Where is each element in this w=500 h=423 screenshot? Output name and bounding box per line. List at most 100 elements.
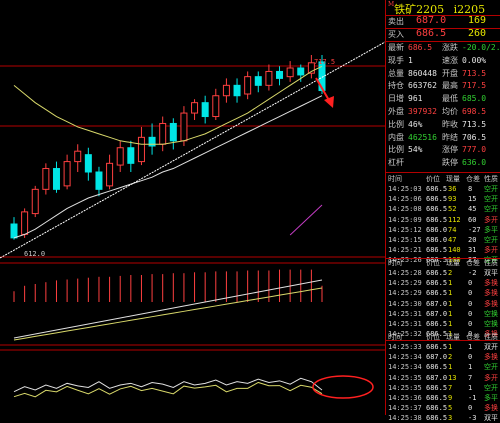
candle (307, 55, 315, 79)
divider (386, 258, 500, 259)
stats-row: 杠杆 跌停 636.0 (386, 158, 500, 169)
stats-cell: 昨结 (442, 132, 458, 142)
trade-row[interactable]: 14:25:31 687.0 1 0 空换 (386, 309, 500, 319)
sell-price: 687.0 (416, 15, 447, 26)
trade-row[interactable]: 14:25:06 686.5 93 15 空开 (386, 194, 500, 204)
candle (244, 71, 252, 100)
trade-cell: 多开 (484, 215, 498, 224)
sell-volume: 169 (468, 15, 487, 26)
trade-header-cell: 现量 (446, 259, 460, 267)
highlight-circle (312, 375, 374, 399)
trade-cell: 686.5 (426, 394, 448, 402)
oscillator-signal-line (13, 381, 323, 398)
sell-quote-row[interactable]: 卖出 687.0 169 (386, 16, 500, 28)
candle (148, 123, 156, 155)
trade-row[interactable]: 14:25:26 686.5 100 27 空开 (386, 255, 500, 265)
trade-cell: 7 (448, 383, 453, 392)
trade-cell: 686.5 (426, 215, 448, 224)
trade-header-row: 时间 价位 现量 仓差 性质 (386, 332, 500, 342)
trade-cell: 1 (448, 363, 453, 372)
trade-cell: 686.5 (426, 195, 448, 204)
trade-cell: 45 (468, 205, 477, 214)
trade-cell: 686.5 (426, 330, 448, 339)
buy-quote-row[interactable]: 买入 686.5 260 (386, 29, 500, 41)
trade-row[interactable]: 14:25:21 686.5 140 31 多开 (386, 245, 500, 255)
trade-row[interactable]: 14:25:37 686.5 5 0 多换 (386, 403, 500, 413)
buy-price: 686.5 (416, 28, 447, 39)
candle (137, 126, 145, 166)
candle (265, 64, 273, 91)
buy-label: 买入 (388, 30, 404, 39)
trade-cell: 双开 (484, 343, 498, 351)
trade-cell: 1 (468, 363, 473, 372)
candle (201, 95, 209, 124)
candle (276, 66, 284, 86)
trade-row[interactable]: 14:25:34 687.0 2 0 多换 (386, 352, 500, 362)
kline-chart-area[interactable]: 717.5 612.0 (0, 0, 385, 415)
trade-row[interactable]: 14:25:30 687.0 1 0 多换 (386, 299, 500, 309)
trade-cell: 14:25:03 (388, 185, 422, 193)
trade-row[interactable]: 14:25:32 686.5 1 0 多换 (386, 329, 500, 339)
trade-row[interactable]: 14:25:33 686.5 1 1 双开 (386, 342, 500, 352)
stats-cell: 397932 (408, 107, 437, 116)
candle (74, 144, 82, 172)
trade-cell: 1 (448, 299, 453, 308)
stats-cell: 462516 (408, 132, 437, 142)
volume-panel (13, 269, 323, 341)
trade-cell: 0 (468, 330, 473, 339)
high-price-label: 717.5 (314, 58, 335, 66)
trade-cell: 2 (448, 269, 453, 277)
stats-cell: 最低 (442, 94, 458, 104)
trade-header-cell: 性质 (484, 333, 498, 341)
trade-cell: 1 (448, 289, 453, 298)
trade-header-cell: 仓差 (466, 175, 480, 183)
trade-cell: 14:25:31 (388, 320, 422, 328)
trade-row[interactable]: 14:25:35 687.0 13 7 多开 (386, 373, 500, 383)
trade-cell: 14:25:31 (388, 309, 422, 318)
trade-row[interactable]: 14:25:29 686.5 1 0 多换 (386, 288, 500, 298)
divider (386, 41, 500, 42)
stats-cell: 外盘 (388, 107, 404, 116)
stats-cell: 698.5 (462, 107, 487, 116)
candle (233, 78, 241, 103)
trade-row[interactable]: 14:25:09 686.5 112 60 多开 (386, 215, 500, 225)
candle (222, 78, 230, 103)
cumulative-volume-avg-line (13, 287, 323, 341)
trade-cell: 14:25:09 (388, 215, 422, 224)
trade-row[interactable]: 14:25:03 686.5 36 8 空开 (386, 184, 500, 194)
trade-row[interactable]: 14:25:31 686.5 1 0 空换 (386, 319, 500, 329)
trade-header-cell: 时间 (388, 259, 402, 267)
trade-header-cell: 性质 (484, 259, 498, 267)
trade-cell: 13 (448, 373, 457, 382)
stats-cell: 636.0 (462, 158, 487, 168)
trade-row[interactable]: 14:25:29 686.5 1 0 多换 (386, 278, 500, 288)
trade-row[interactable]: 14:25:15 686.0 47 20 空开 (386, 235, 500, 245)
trade-cell: 0 (468, 309, 473, 318)
trade-cell: 多开 (484, 246, 498, 255)
stats-row: 外盘 397932 均价 698.5 (386, 107, 500, 118)
stats-cell: 706.5 (462, 132, 487, 142)
trade-cell: 空换 (484, 320, 498, 328)
trade-cell: 多换 (484, 404, 498, 413)
trade-cell: 多换 (484, 353, 498, 362)
trade-cell: 8 (468, 185, 473, 193)
trade-cell: 空开 (484, 383, 498, 392)
trade-cell: 1 (468, 343, 473, 351)
trade-row[interactable]: 14:25:34 686.5 1 1 空开 (386, 362, 500, 372)
trade-cell: 7 (468, 373, 473, 382)
trade-row[interactable]: 14:25:36 686.5 9 -1 多平 (386, 393, 500, 403)
trade-cell: -1 (468, 394, 477, 402)
trade-cell: 14:25:12 (388, 225, 422, 234)
trade-cell: 多平 (484, 225, 498, 234)
trade-row[interactable]: 14:25:12 686.0 74 -27 多平 (386, 225, 500, 235)
stats-cell: 总量 (388, 68, 404, 78)
trade-row[interactable]: 14:25:08 686.5 52 45 空开 (386, 204, 500, 214)
trade-cell: -2 (468, 269, 477, 277)
stats-cell: 持仓 (388, 81, 404, 91)
trade-row[interactable]: 14:25:35 686.5 7 1 空开 (386, 383, 500, 393)
trade-row[interactable]: 14:25:28 686.5 2 -2 双平 (386, 268, 500, 278)
trade-cell: 27 (468, 256, 477, 265)
cumulative-volume-line (13, 279, 323, 339)
trendline[interactable] (0, 41, 385, 259)
